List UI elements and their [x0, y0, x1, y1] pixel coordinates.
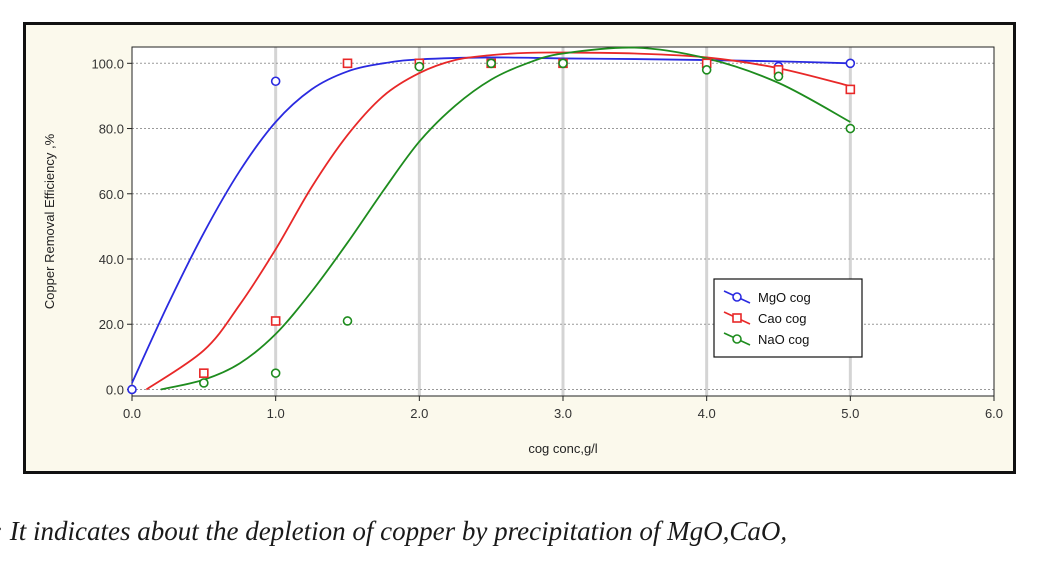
x-tick-label: 1.0 [267, 406, 285, 421]
cao-data-point [199, 368, 209, 378]
nao-data-point [342, 316, 353, 326]
cao-data-point [845, 84, 856, 95]
y-tick-label: 100.0 [91, 56, 124, 71]
y-tick-label: 60.0 [99, 187, 124, 202]
mgo-legend-marker [732, 292, 742, 302]
nao-data-point [414, 61, 425, 72]
y-tick-label: 20.0 [99, 317, 124, 332]
x-tick-label: 3.0 [554, 406, 572, 421]
cao-legend-marker [732, 313, 742, 323]
x-tick-label: 2.0 [410, 406, 428, 421]
nao-data-point [773, 71, 784, 82]
cao-legend-label: Cao cog [758, 311, 806, 326]
y-tick-label: 0.0 [106, 382, 124, 397]
nao-legend-label: NaO cog [758, 332, 809, 347]
chart: 0.0 1.0 2.0 3.0 4.0 5.0 6.0 0.0 20.0 40.0 60.0 80.0… [42, 46, 1003, 456]
mgo-data-point [845, 58, 856, 69]
chart-frame: 0.0 1.0 2.0 3.0 4.0 5.0 6.0 0.0 20.0 40.0 60.0 80.0… [23, 22, 1016, 474]
y-axis-title: Copper Removal Efficiency ,% [42, 133, 57, 309]
figure-caption: : It indicates about the depletion of co… [0, 516, 788, 546]
mgo-data-point [127, 384, 137, 395]
mgo-data-point [270, 76, 281, 87]
mgo-fit-line [131, 56, 851, 384]
cao-data-point [270, 316, 281, 326]
x-axis-title: cog conc,g/l [528, 441, 597, 456]
nao-legend-marker [732, 334, 742, 344]
nao-data-point [486, 58, 496, 69]
y-tick-label: 40.0 [99, 252, 124, 267]
cao-fit-line [145, 51, 851, 391]
nao-data-point [199, 378, 209, 388]
x-tick-label: 6.0 [985, 406, 1003, 421]
x-tick-label: 0.0 [123, 406, 141, 421]
nao-data-point [558, 58, 568, 69]
y-tick-label: 80.0 [99, 122, 124, 137]
x-tick-label: 4.0 [698, 406, 716, 421]
x-tick-label: 5.0 [841, 406, 859, 421]
nao-data-point [701, 65, 712, 75]
cao-data-point [342, 58, 353, 69]
nao-fit-line [160, 46, 851, 391]
nao-data-point [845, 123, 856, 134]
nao-data-point [270, 368, 281, 378]
mgo-legend-label: MgO cog [758, 290, 811, 305]
